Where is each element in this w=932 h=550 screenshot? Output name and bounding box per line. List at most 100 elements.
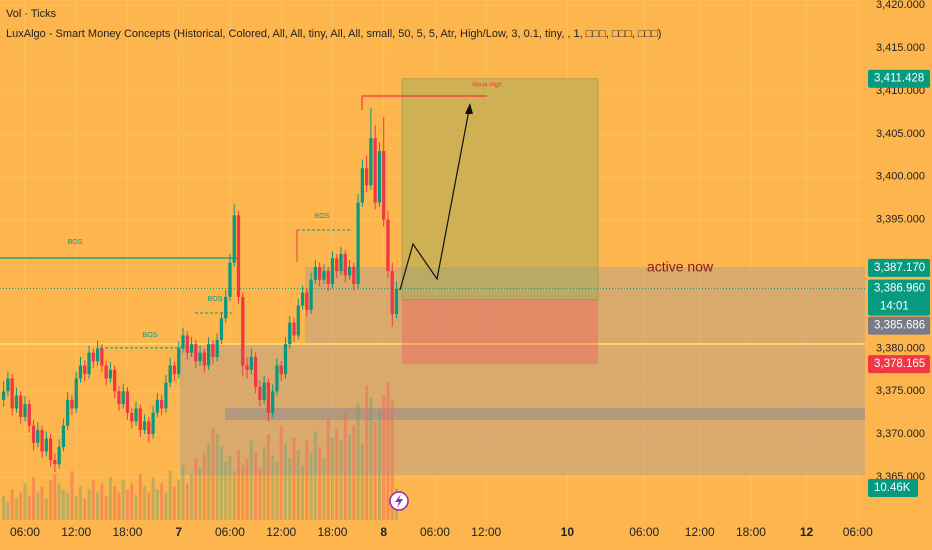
header: LuxAlgo - Smart Money Concepts (Historic… [6,28,661,40]
candle-body [377,151,382,203]
arrow-head [465,103,473,114]
price-badge [868,316,930,335]
candle-body [27,404,31,426]
volume-bar [104,495,108,520]
volume-bar [377,409,381,520]
volume-bar [224,461,228,520]
candle-body [36,429,40,443]
volume-bar [61,489,65,520]
volume-bar [258,468,262,520]
arrow [399,109,470,291]
volume-bar [326,419,330,520]
candle-body [160,399,164,409]
annotation: BOS [315,213,330,220]
volume-bar [49,480,53,520]
candle-body [245,365,249,370]
x-tick-label: 06:00 [420,525,450,539]
volume-bar [14,498,18,520]
candle-body [271,391,275,413]
x-tick-label: 12:00 [61,525,91,539]
candle-body [100,348,104,366]
annotation: BOS [143,332,158,339]
candle-body [104,365,108,379]
volume-bar [352,425,356,520]
price-badge-label: 3,378.165 [874,358,925,370]
volume-bar [96,492,100,520]
candle-body [224,296,228,319]
candle-body [309,279,313,310]
x-tick-label: 06:00 [10,525,40,539]
volume-bar [151,477,155,520]
candle-body [151,412,155,435]
candle-body [66,399,70,426]
y-tick-label: 3,415.000 [876,42,925,54]
volume-bar [339,440,343,520]
volume-bar [301,464,305,520]
volume-bar [19,492,23,520]
y-tick-label: 3,400.000 [876,171,925,183]
candle-body [2,391,6,400]
candle-body [382,151,386,220]
candle-body [292,322,296,336]
icon-bolt [395,494,403,508]
volume-bar [382,394,386,520]
volume-bar [185,483,189,520]
x-tick-label: 10 [561,525,575,539]
volume-bar [275,461,279,520]
x-tick-label: 7 [175,525,182,539]
volume-bar [91,480,95,520]
volume-bar [117,492,121,520]
volume-bar [53,474,57,520]
candle-body [215,339,219,357]
candle-body [219,318,224,340]
annotation: active now [647,259,714,275]
volume-bar [360,443,364,520]
volume-bar [390,400,394,520]
candle-body [330,258,335,285]
candle-body [202,352,206,366]
candle-body [343,253,347,276]
candle-body [95,348,100,362]
volume-bar [279,425,283,520]
candle-body [48,438,53,460]
volume-bar [348,434,352,520]
volume-bar [121,480,125,520]
volume-bar [57,483,61,520]
candle-body [369,138,373,186]
candle-body [121,391,125,405]
volume-bar [27,495,31,520]
candle-body [31,425,36,443]
x-tick-label: 06:00 [843,525,873,539]
volume-bar [10,489,14,520]
candle-body [232,215,236,263]
stop-zone [402,299,598,365]
x-tick-label: 8 [380,525,387,539]
candle-body [138,408,142,430]
price-badge-label: 3,387.170 [874,262,925,274]
candle-body [253,356,258,387]
candle-body [125,391,130,413]
candle-body [23,404,27,418]
candle-body [142,421,147,430]
x-tick-label: 18:00 [317,525,347,539]
candle-body [352,266,356,285]
price-badge [868,355,930,374]
zones [0,267,865,475]
volume-bar [181,464,185,520]
volume-bar [155,489,159,520]
volume-bar [40,486,44,520]
volume-bar [322,458,326,520]
candle-body [258,386,262,400]
y-tick-label: 3,370.000 [876,428,925,440]
candle-body [373,138,377,203]
target-zone [401,78,599,301]
volume-bar [194,458,198,520]
candle-body [130,412,134,422]
volume-bar [125,489,129,520]
candle-body [113,369,117,392]
candle-body [117,391,121,405]
volume-bar [330,437,334,520]
volume-bar [74,495,78,520]
volume-bar [237,449,241,520]
candle-body [262,382,266,400]
